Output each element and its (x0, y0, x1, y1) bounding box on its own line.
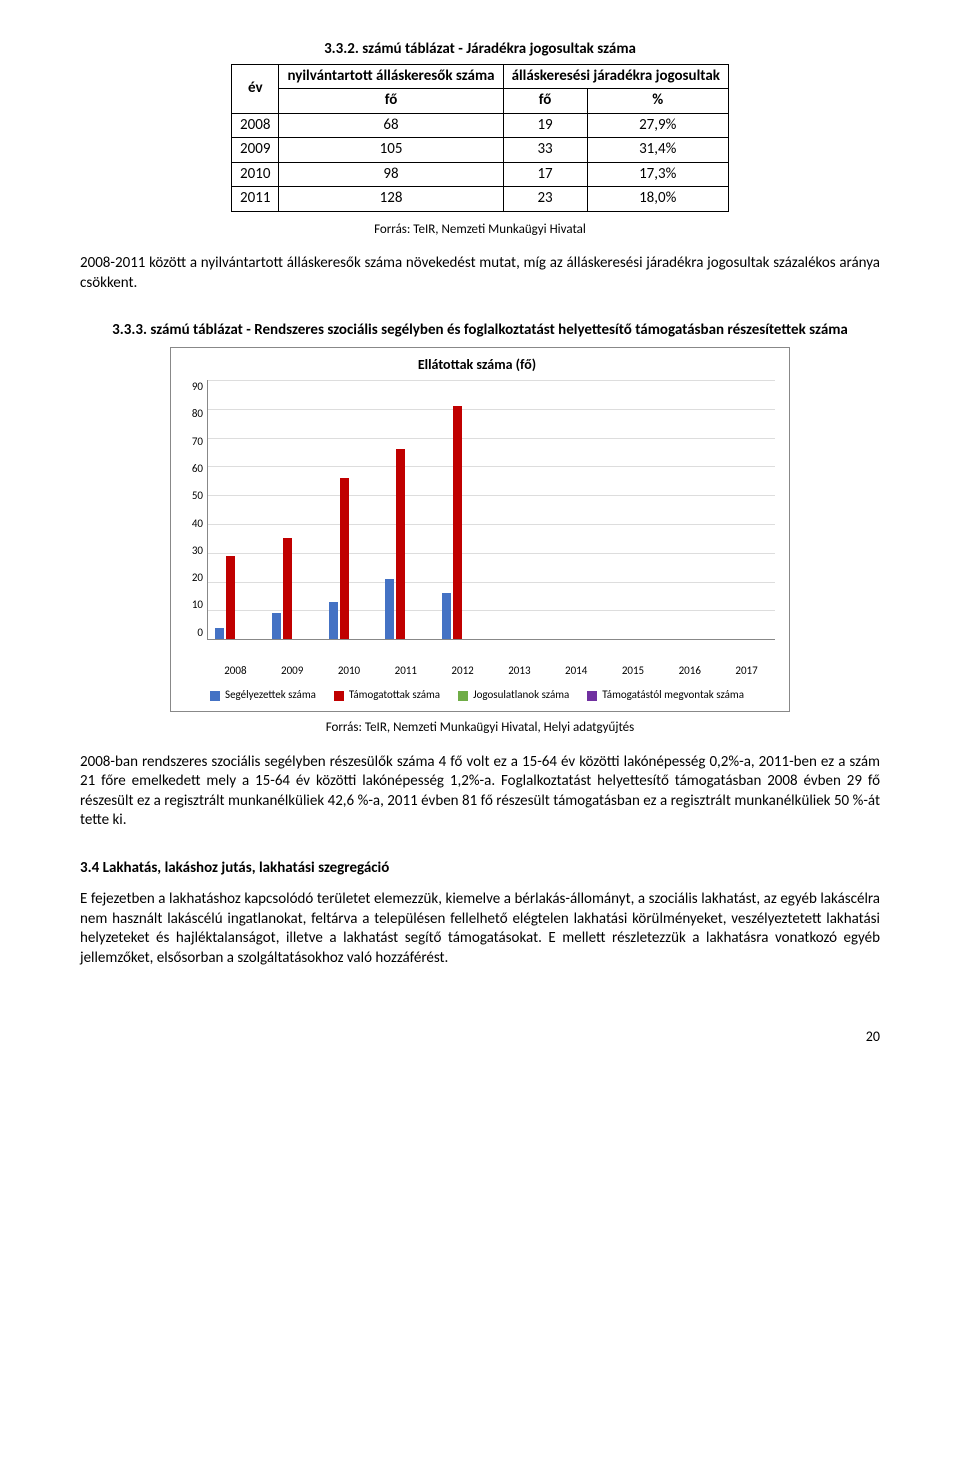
table-cell: 98 (279, 162, 503, 187)
table-cell: 17 (503, 162, 587, 187)
category-2013 (492, 380, 549, 639)
x-label: 2016 (661, 664, 718, 678)
y-tick: 60 (192, 462, 203, 476)
table-cell: 2008 (232, 113, 279, 138)
legend-swatch (210, 691, 220, 701)
th-fo2: fő (503, 89, 587, 114)
y-tick: 10 (192, 598, 203, 612)
table-cell: 17,3% (587, 162, 728, 187)
th-ev: év (232, 64, 279, 113)
table-cell: 68 (279, 113, 503, 138)
bar (385, 579, 394, 639)
table-row: 2008681927,9% (232, 113, 729, 138)
y-tick: 40 (192, 517, 203, 531)
category-2012 (435, 380, 492, 639)
x-label: 2012 (434, 664, 491, 678)
th-pct: % (587, 89, 728, 114)
legend-item: Jogosulatlanok száma (458, 688, 569, 702)
category-2014 (548, 380, 605, 639)
bar (396, 449, 405, 639)
legend-item: Támogatottak száma (334, 688, 440, 702)
y-tick: 20 (192, 571, 203, 585)
chart-source: Forrás: TeIR, Nemzeti Munkaügyi Hivatal,… (80, 720, 880, 737)
x-label: 2013 (491, 664, 548, 678)
paragraph-2: 2008-ban rendszeres szociális segélyben … (80, 753, 880, 831)
x-label: 2017 (718, 664, 775, 678)
legend-swatch (334, 691, 344, 701)
table1-source: Forrás: TeIR, Nemzeti Munkaügyi Hivatal (80, 222, 880, 239)
bar (272, 613, 281, 639)
bar (226, 556, 235, 639)
category-2009 (265, 380, 322, 639)
x-axis-labels: 2008200920102011201220132014201520162017 (207, 664, 775, 678)
legend-swatch (587, 691, 597, 701)
table1-title: 3.3.2. számú táblázat - Járadékra jogosu… (80, 40, 880, 60)
y-tick: 0 (197, 626, 203, 640)
chart-container: Ellátottak száma (fő) 908070605040302010… (170, 347, 790, 712)
legend: Segélyezettek száma Támogatottak száma Jog… (179, 688, 775, 702)
legend-label: Segélyezettek száma (225, 688, 316, 702)
th-fo1: fő (279, 89, 503, 114)
bar (329, 602, 338, 639)
x-label: 2009 (264, 664, 321, 678)
bar (283, 538, 292, 639)
page-number: 20 (80, 1028, 880, 1046)
table-cell: 19 (503, 113, 587, 138)
th-col2: álláskeresési járadékra jogosultak (503, 64, 728, 89)
category-2015 (605, 380, 662, 639)
y-axis: 90 80 70 60 50 40 30 20 10 0 (179, 380, 207, 640)
bar (442, 593, 451, 639)
table-cell: 2009 (232, 138, 279, 163)
th-col1: nyilvántartott álláskeresők száma (279, 64, 503, 89)
category-2011 (378, 380, 435, 639)
table-cell: 2011 (232, 187, 279, 212)
bar (340, 478, 349, 639)
table-cell: 128 (279, 187, 503, 212)
bar (453, 406, 462, 639)
x-label: 2015 (605, 664, 662, 678)
category-2010 (321, 380, 378, 639)
x-label: 2008 (207, 664, 264, 678)
category-2016 (662, 380, 719, 639)
y-tick: 90 (192, 380, 203, 394)
section-heading: 3.4 Lakhatás, lakáshoz jutás, lakhatási … (80, 859, 880, 879)
chart-heading: 3.3.3. számú táblázat - Rendszeres szoci… (80, 321, 880, 341)
table-cell: 18,0% (587, 187, 728, 212)
legend-item: Támogatástól megvontak száma (587, 688, 744, 702)
y-tick: 70 (192, 435, 203, 449)
legend-label: Jogosulatlanok száma (473, 688, 569, 702)
table-cell: 23 (503, 187, 587, 212)
y-tick: 30 (192, 544, 203, 558)
x-label: 2010 (321, 664, 378, 678)
bars-row (208, 380, 775, 639)
table-row: 20091053331,4% (232, 138, 729, 163)
table-cell: 2010 (232, 162, 279, 187)
y-tick: 80 (192, 407, 203, 421)
bar (215, 628, 224, 640)
y-tick: 50 (192, 489, 203, 503)
plot-area (207, 380, 775, 640)
legend-label: Támogatottak száma (349, 688, 440, 702)
legend-swatch (458, 691, 468, 701)
legend-label: Támogatástól megvontak száma (602, 688, 744, 702)
legend-item: Segélyezettek száma (210, 688, 316, 702)
chart-title: Ellátottak száma (fő) (179, 356, 775, 374)
x-label: 2014 (548, 664, 605, 678)
paragraph-1: 2008-2011 között a nyilvántartott állásk… (80, 254, 880, 293)
category-2017 (718, 380, 775, 639)
table-row: 20111282318,0% (232, 187, 729, 212)
table-cell: 27,9% (587, 113, 728, 138)
x-label: 2011 (377, 664, 434, 678)
table-cell: 105 (279, 138, 503, 163)
category-2008 (208, 380, 265, 639)
paragraph-3: E fejezetben a lakhatáshoz kapcsolódó te… (80, 890, 880, 968)
table-cell: 31,4% (587, 138, 728, 163)
table-cell: 33 (503, 138, 587, 163)
table1: év nyilvántartott álláskeresők száma áll… (231, 64, 729, 212)
table-row: 2010981717,3% (232, 162, 729, 187)
